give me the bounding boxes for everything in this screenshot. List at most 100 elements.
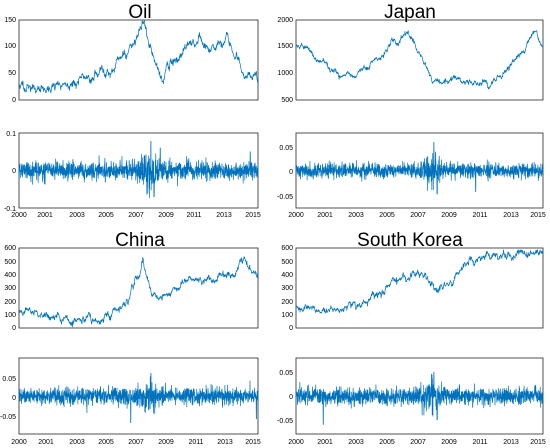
japan-price-panel: 500 1000 1500 2000	[277, 17, 544, 104]
south-korea-returns-line	[295, 371, 544, 425]
japan-price-ytick: 1500	[277, 43, 293, 50]
china-returns-yticks: -0.05 0 0.05	[0, 376, 16, 421]
china-price-ytick: 600	[4, 245, 16, 252]
china-returns-ytick: 0.05	[2, 376, 16, 383]
south-korea-price-yticks: 0 100 200 300 400 500 600	[281, 245, 293, 332]
china-price-ytick: 0	[12, 325, 16, 332]
china-returns-xtick: 2000	[11, 439, 27, 446]
china-price-ytick: 100	[4, 312, 16, 319]
china-returns-xtick: 2013	[217, 439, 233, 446]
south-korea-returns-ytick: -0.05	[277, 418, 293, 425]
china-returns-xtick: 2009	[158, 439, 174, 446]
japan-returns-ytick: 0	[289, 169, 293, 176]
oil-returns-xtick: 2009	[158, 212, 174, 219]
china-price-ytick: 200	[4, 299, 16, 306]
south-korea-price-axes	[295, 247, 544, 329]
south-korea-returns-xtick: 2015	[530, 439, 546, 446]
japan-returns-xticks: 2000 2001 2003 2005 2007 2009 2011 2013 …	[288, 212, 546, 219]
japan-price-ytick: 1000	[277, 70, 293, 77]
china-price-axes	[18, 247, 259, 329]
china-price-panel: 0 100 200 300 400 500 600	[4, 245, 259, 332]
china-price-yticks: 0 100 200 300 400 500 600	[4, 245, 16, 332]
south-korea-price-ytick: 0	[289, 325, 293, 332]
japan-price-line	[295, 30, 544, 90]
oil-price-line	[18, 19, 259, 94]
south-korea-price-ytick: 300	[281, 285, 293, 292]
south-korea-returns-yticks: -0.05 0 0.05	[277, 370, 293, 425]
china-returns-panel: -0.05 0 0.05 2000 2001 2003 2005 2007 20…	[0, 357, 261, 446]
japan-returns-xtick: 2003	[348, 212, 364, 219]
japan-returns-xtick: 2009	[441, 212, 457, 219]
japan-title: Japan	[384, 2, 436, 23]
oil-returns-xticks: 2000 2001 2003 2005 2007 2009 2011 2013 …	[11, 212, 261, 219]
south-korea-returns-xtick: 2001	[317, 439, 333, 446]
japan-returns-xtick: 2011	[472, 212, 487, 219]
japan-returns-ytick: 0.05	[279, 145, 293, 152]
china-price-ytick: 500	[4, 259, 16, 266]
oil-returns-xtick: 2000	[11, 212, 27, 219]
japan-returns-ytick: -0.05	[277, 194, 293, 201]
oil-price-axes	[18, 19, 259, 101]
south-korea-price-ytick: 100	[281, 312, 293, 319]
oil-returns-line	[18, 140, 259, 199]
china-returns-xtick: 2007	[128, 439, 144, 446]
japan-price-yticks: 500 1000 1500 2000	[277, 17, 293, 104]
japan-returns-yticks: -0.05 0 0.05	[277, 145, 293, 201]
oil-returns-xtick: 2011	[186, 212, 201, 219]
oil-returns-yticks: -0.1 0 0.1	[4, 131, 16, 213]
china-returns-xtick: 2015	[245, 439, 261, 446]
japan-price-axes	[295, 19, 544, 101]
oil-title: Oil	[128, 2, 151, 23]
oil-returns-xtick: 2005	[98, 212, 114, 219]
japan-returns-xtick: 2013	[503, 212, 519, 219]
south-korea-returns-xticks: 2000 2001 2003 2005 2007 2009 2011 2013 …	[288, 439, 546, 446]
china-price-ytick: 400	[4, 272, 16, 279]
oil-price-ytick: 0	[12, 97, 16, 104]
south-korea-returns-xtick: 2000	[288, 439, 304, 446]
oil-returns-panel: -0.1 0 0.1 2000 2001 2003 2005 2007 2009…	[4, 131, 261, 219]
oil-price-ytick: 150	[4, 17, 16, 24]
china-returns-xtick: 2011	[188, 439, 203, 446]
japan-returns-xtick: 2001	[317, 212, 333, 219]
oil-returns-xtick: 2015	[245, 212, 261, 219]
south-korea-price-ytick: 400	[281, 272, 293, 279]
south-korea-returns-xtick: 2011	[472, 439, 487, 446]
china-price-line	[18, 256, 259, 328]
china-title: China	[115, 230, 165, 251]
south-korea-returns-ytick: 0	[289, 394, 293, 401]
china-returns-ytick: -0.05	[0, 414, 16, 421]
japan-price-ytick: 2000	[277, 17, 293, 24]
japan-returns-xtick: 2015	[530, 212, 546, 219]
south-korea-returns-xtick: 2005	[379, 439, 395, 446]
oil-price-yticks: 0 50 100 150	[4, 17, 16, 104]
oil-returns-xtick: 2013	[216, 212, 232, 219]
japan-returns-xtick: 2000	[288, 212, 304, 219]
china-returns-xtick: 2003	[69, 439, 85, 446]
south-korea-returns-xtick: 2013	[503, 439, 519, 446]
china-returns-xtick: 2001	[38, 439, 54, 446]
oil-returns-ytick: 0	[12, 168, 16, 175]
china-price-ytick: 300	[4, 285, 16, 292]
south-korea-returns-panel: -0.05 0 0.05 2000 2001 2003 2005 2007 20…	[277, 357, 546, 446]
oil-price-ytick: 50	[8, 70, 16, 77]
oil-returns-xtick: 2007	[128, 212, 144, 219]
south-korea-returns-ytick: 0.05	[279, 370, 293, 377]
oil-returns-xtick: 2003	[69, 212, 85, 219]
south-korea-returns-xtick: 2003	[348, 439, 364, 446]
japan-returns-line	[295, 142, 544, 195]
china-returns-xticks: 2000 2001 2003 2005 2007 2009 2011 2013 …	[11, 439, 261, 446]
oil-returns-ytick: -0.1	[4, 206, 16, 213]
south-korea-title: South Korea	[357, 230, 463, 251]
south-korea-price-ytick: 200	[281, 299, 293, 306]
south-korea-returns-xtick: 2007	[410, 439, 426, 446]
oil-price-panel: 0 50 100 150	[4, 17, 259, 104]
south-korea-returns-xtick: 2009	[441, 439, 457, 446]
china-returns-ytick: 0	[12, 395, 16, 402]
japan-returns-xtick: 2007	[410, 212, 426, 219]
oil-returns-ytick: 0.1	[6, 131, 16, 138]
japan-returns-xtick: 2005	[379, 212, 395, 219]
oil-price-ytick: 100	[4, 43, 16, 50]
oil-returns-xtick: 2001	[37, 212, 53, 219]
south-korea-price-ytick: 500	[281, 259, 293, 266]
